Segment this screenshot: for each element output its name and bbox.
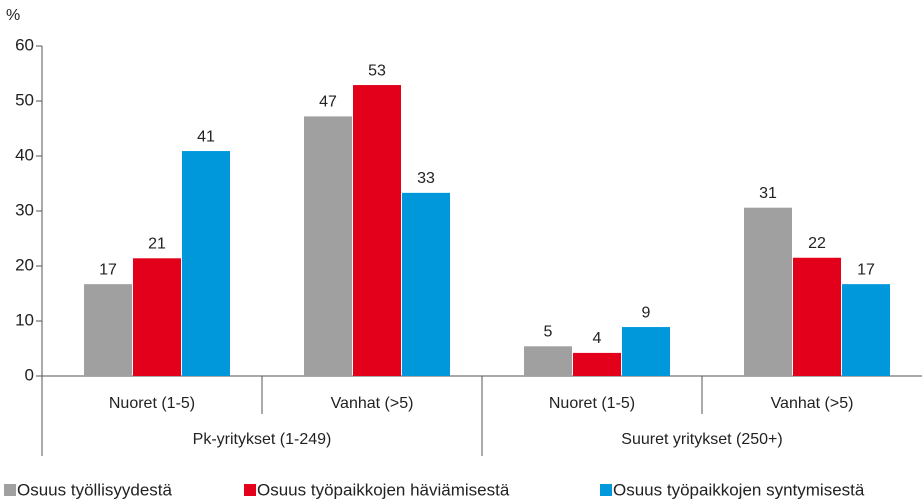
data-label: 4: [593, 330, 602, 347]
bar: [573, 352, 621, 376]
data-label: 5: [544, 324, 553, 341]
legend-swatch: [600, 484, 612, 496]
x-tick-label: Nuoret (1-5): [549, 395, 635, 412]
bar: [842, 284, 890, 376]
bar: [402, 192, 450, 376]
bar: [744, 207, 792, 376]
data-label: 17: [99, 261, 117, 278]
bar: [353, 85, 401, 377]
y-tick-label: 20: [15, 255, 34, 274]
legend-label: Osuus työllisyydestä: [17, 480, 172, 499]
data-label: 47: [319, 94, 337, 111]
bar: [133, 258, 181, 376]
data-label: 21: [148, 236, 166, 253]
data-label: 17: [857, 261, 875, 278]
x-tick-label: Vanhat (>5): [771, 395, 854, 412]
y-tick-label: 10: [15, 310, 34, 329]
data-label: 22: [808, 235, 826, 252]
y-axis-label: %: [6, 7, 20, 24]
data-label: 31: [759, 185, 777, 202]
legend-swatch: [244, 484, 256, 496]
bar: [793, 257, 841, 376]
y-tick-label: 30: [15, 200, 34, 219]
y-tick-label: 50: [15, 90, 34, 109]
y-tick-label: 60: [15, 35, 34, 54]
data-label: 53: [368, 62, 386, 79]
group-label: Pk-yritykset (1-249): [193, 431, 332, 448]
legend-label: Osuus työpaikkojen syntymisestä: [613, 480, 865, 499]
legend-label: Osuus työpaikkojen häviämisestä: [257, 480, 510, 499]
data-label: 33: [417, 170, 435, 187]
data-label: 41: [197, 128, 215, 145]
legend-swatch: [4, 484, 16, 496]
bar: [182, 151, 230, 376]
bar: [304, 116, 352, 377]
x-tick-label: Nuoret (1-5): [109, 395, 195, 412]
data-label: 9: [642, 304, 651, 321]
group-label: Suuret yritykset (250+): [621, 431, 782, 448]
x-tick-label: Vanhat (>5): [331, 395, 414, 412]
y-tick-label: 40: [15, 145, 34, 164]
bar: [622, 327, 670, 376]
bar: [524, 346, 572, 376]
bar: [84, 284, 132, 376]
y-tick-label: 0: [25, 365, 34, 384]
